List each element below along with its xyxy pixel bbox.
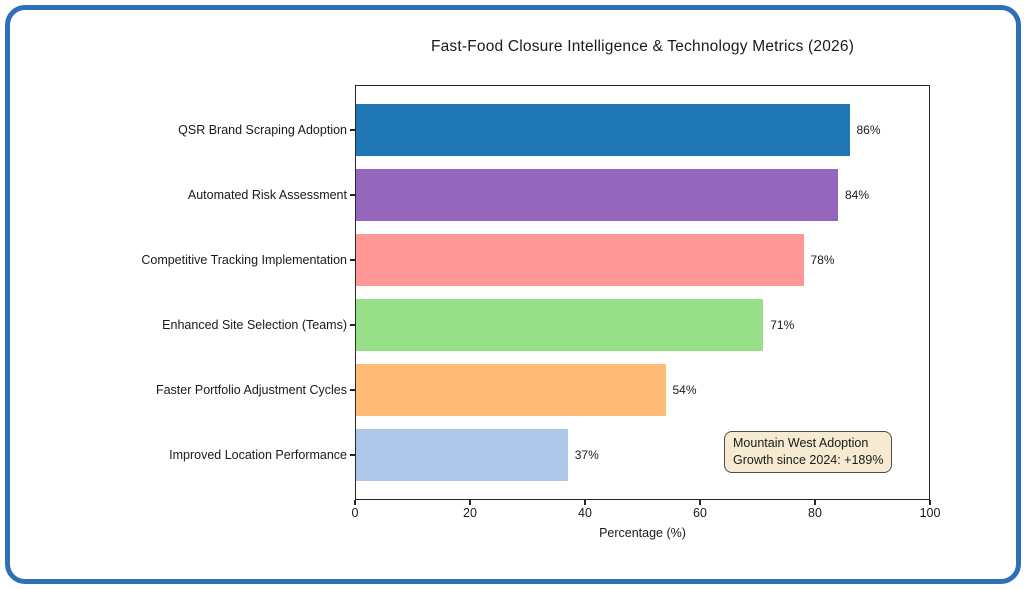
x-tick-label: 60 <box>693 506 707 520</box>
bar-3 <box>355 234 804 286</box>
x-tick-mark <box>929 500 931 505</box>
x-tick-label: 100 <box>919 506 941 520</box>
y-tick-mark <box>350 259 355 261</box>
bar-4 <box>355 299 764 351</box>
category-label: QSR Brand Scraping Adoption <box>178 123 347 137</box>
x-tick-mark <box>814 500 816 505</box>
category-label: Competitive Tracking Implementation <box>141 253 347 267</box>
x-tick-mark <box>469 500 471 505</box>
x-tick-mark <box>699 500 701 505</box>
bar-value-label: 37% <box>574 448 599 462</box>
category-label: Improved Location Performance <box>169 448 347 462</box>
bar-5 <box>355 364 666 416</box>
y-tick-mark <box>350 454 355 456</box>
y-tick-mark <box>350 324 355 326</box>
bar-1 <box>355 104 850 156</box>
category-label: Automated Risk Assessment <box>187 188 347 202</box>
category-label: Enhanced Site Selection (Teams) <box>162 318 347 332</box>
x-tick-label: 0 <box>351 506 359 520</box>
x-tick-label: 40 <box>578 506 592 520</box>
bar-6 <box>355 429 568 481</box>
bar-value-label: 84% <box>845 188 870 202</box>
x-tick-label: 20 <box>463 506 477 520</box>
bar-value-label: 78% <box>810 253 835 267</box>
bar-2 <box>355 169 838 221</box>
bar-value-label: 54% <box>672 383 697 397</box>
category-label: Faster Portfolio Adjustment Cycles <box>155 383 347 397</box>
x-tick-label: 80 <box>808 506 822 520</box>
annotation-line-2: Growth since 2024: +189% <box>733 452 884 467</box>
y-tick-mark <box>350 194 355 196</box>
annotation-line-1: Mountain West Adoption <box>733 436 869 450</box>
y-tick-mark <box>350 129 355 131</box>
bar-value-label: 86% <box>856 123 881 137</box>
outer-rounded-border <box>5 5 1021 584</box>
chart-title: Fast-Food Closure Intelligence & Technol… <box>430 38 855 55</box>
x-tick-mark <box>584 500 586 505</box>
y-tick-mark <box>350 389 355 391</box>
x-axis-label: Percentage (%) <box>599 526 686 540</box>
annotation-box: Mountain West Adoption Growth since 2024… <box>724 431 893 473</box>
x-tick-mark <box>354 500 356 505</box>
bar-value-label: 71% <box>770 318 795 332</box>
